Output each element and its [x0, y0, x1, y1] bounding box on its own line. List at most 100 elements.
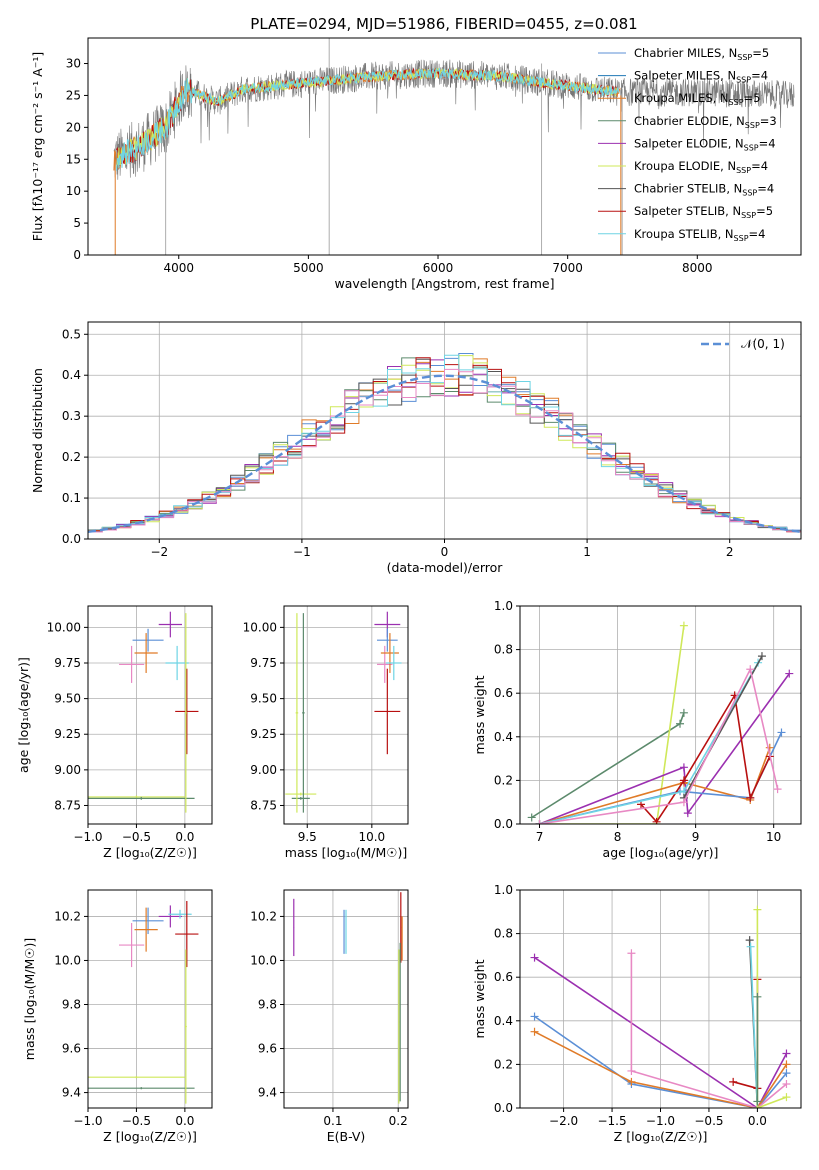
x-tick-label: −1.0	[73, 1114, 102, 1128]
y-axis-label: Normed distribution	[30, 368, 45, 493]
plot-area	[88, 611, 199, 813]
x-tick-label: −1	[293, 545, 311, 559]
x-tick-label: 8	[614, 830, 622, 844]
x-tick-label: −1.0	[73, 830, 102, 844]
x-tick-label: −0.5	[122, 1114, 151, 1128]
y-tick-label: 20	[66, 120, 81, 134]
weight-marker	[782, 1060, 791, 1069]
y-axis-label: Flux [fλ10⁻¹⁷ erg cm⁻² s⁻¹ A⁻¹]	[30, 52, 45, 241]
axes-frame	[283, 889, 409, 1109]
weight-marker	[535, 820, 544, 824]
weight-marker	[753, 992, 762, 1001]
axes-frame	[87, 37, 802, 256]
x-tick-label: 4000	[163, 261, 194, 275]
y-tick-label: 0.4	[62, 368, 81, 382]
x-tick-label: 8000	[682, 261, 713, 275]
weight-marker	[782, 1093, 791, 1102]
legend-entry: Salpeter ELODIE, NSSP=4	[634, 136, 776, 152]
weight-series	[531, 712, 685, 819]
y-tick-label: 0.2	[494, 1057, 513, 1071]
panel-residuals: −2 −1 0 1 2 0.0 0.1 0.2 0.3 0.4 0.5 (data-model)/er…	[30, 321, 802, 575]
panel-weight-vs-Z: −2.0 −1.5 −1.0 −0.5 0.0 0.0 0.2 0.4 0.6 0.8 1.0 Z […	[472, 883, 802, 1144]
weight-marker	[627, 1066, 636, 1075]
weight-series	[630, 953, 788, 1108]
x-tick-label: −0.5	[694, 1114, 723, 1128]
y-tick-label: 8.75	[54, 798, 81, 812]
weight-marker	[782, 1080, 791, 1089]
y-tick-label: 0.6	[494, 970, 513, 984]
legend-entry: Kroupa STELIB, NSSP=4	[634, 227, 765, 243]
x-tick-label: −2.0	[549, 1114, 578, 1128]
x-tick-label: 6000	[423, 261, 454, 275]
y-tick-label: 9.4	[258, 1086, 277, 1100]
y-tick-label: 9.50	[54, 692, 81, 706]
x-axis-label: Z [log₁₀(Z/Z☉)]	[103, 1129, 197, 1144]
x-axis-label: wavelength [Angstrom, rest frame]	[334, 276, 554, 291]
weight-marker	[679, 776, 688, 785]
model-spectrum	[116, 67, 620, 171]
histogram-series	[88, 368, 801, 533]
x-axis-label: Z [log₁₀(Z/Z☉)]	[614, 1129, 708, 1144]
y-tick-label: 10.00	[243, 620, 277, 634]
y-tick-label: 1.0	[494, 883, 513, 897]
axes-frame	[87, 889, 213, 1109]
weight-series	[756, 909, 787, 1108]
x-axis-label: mass [log₁₀(M/M☉)]	[285, 845, 407, 860]
weight-marker	[683, 809, 692, 818]
x-tick-label: 0.0	[175, 830, 194, 844]
y-tick-label: 9.75	[54, 656, 81, 670]
x-tick-label: 0	[441, 545, 449, 559]
legend-entry: Kroupa ELODIE, NSSP=4	[634, 159, 768, 175]
y-tick-label: 9.8	[258, 998, 277, 1012]
plot-area	[530, 905, 791, 1108]
panel-mass-vs-Z: −1.0 −0.5 0.0 9.4 9.6 9.8 10.0 10.2 Z [log₁₀(Z/Z…	[22, 889, 213, 1144]
y-tick-label: 8.75	[250, 798, 277, 812]
plot-area	[113, 38, 795, 255]
y-tick-label: 0.2	[62, 450, 81, 464]
legend-entry: Chabrier STELIB, NSSP=4	[634, 182, 774, 198]
legend-entry: Salpeter MILES, NSSP=4	[634, 69, 768, 85]
axes-frame	[87, 321, 802, 540]
y-tick-label: 25	[66, 88, 81, 102]
x-tick-label: 9.5	[298, 830, 317, 844]
y-tick-label: 10.2	[250, 909, 277, 923]
plot-area	[88, 353, 801, 534]
y-tick-label: 0.8	[494, 927, 513, 941]
y-tick-label: 0.0	[494, 1101, 513, 1115]
weight-marker	[773, 785, 782, 794]
x-tick-label: −1.0	[646, 1114, 675, 1128]
weight-marker	[746, 793, 755, 802]
y-tick-label: 0.2	[494, 773, 513, 787]
y-tick-label: 5	[73, 216, 81, 230]
weight-marker	[745, 936, 754, 945]
x-tick-label: 0.0	[175, 1114, 194, 1128]
x-tick-label: 0.2	[389, 1114, 408, 1128]
y-tick-label: 0	[73, 248, 81, 262]
y-tick-label: 10.0	[250, 953, 277, 967]
normal-curve	[88, 374, 801, 533]
weight-series	[539, 673, 790, 824]
weight-marker	[782, 1049, 791, 1058]
plot-area	[527, 621, 794, 824]
x-axis-label: Z [log₁₀(Z/Z☉)]	[103, 845, 197, 860]
y-tick-label: 10.2	[54, 909, 81, 923]
y-tick-label: 9.4	[62, 1086, 81, 1100]
weight-marker	[652, 817, 661, 824]
y-tick-label: 0.5	[62, 327, 81, 341]
panel-spectrum: 4000 5000 6000 7000 8000 0 5 10 15 20 25 30 waveleng…	[30, 37, 802, 291]
x-tick-label: 1	[583, 545, 591, 559]
axes-frame	[519, 889, 802, 1109]
weight-series	[539, 625, 685, 824]
weight-marker	[627, 949, 636, 958]
weight-series	[534, 956, 788, 1108]
y-tick-label: 9.50	[250, 692, 277, 706]
weight-marker	[676, 719, 685, 728]
y-tick-label: 9.25	[250, 727, 277, 741]
y-tick-label: 9.25	[54, 727, 81, 741]
weight-marker	[527, 813, 536, 822]
y-tick-label: 30	[66, 57, 81, 71]
weight-marker	[782, 1069, 791, 1078]
x-tick-label: 10	[766, 830, 781, 844]
legend-entry: 𝒩(0, 1)	[741, 337, 785, 351]
